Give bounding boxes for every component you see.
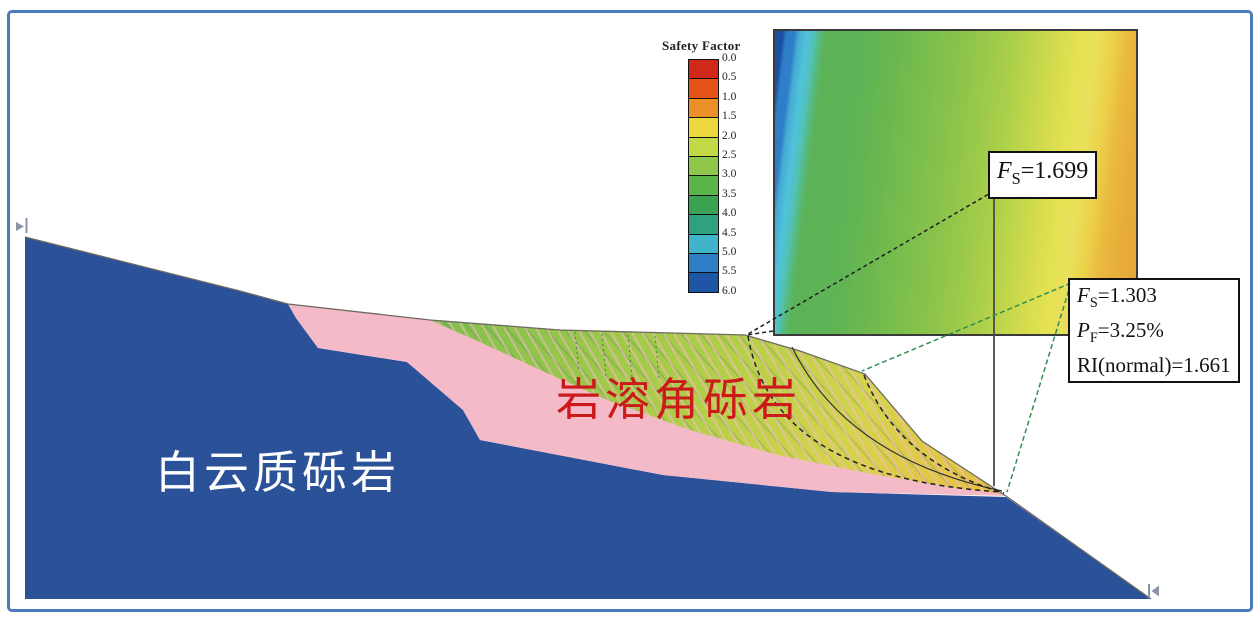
legend-title: Safety Factor (662, 38, 741, 53)
legend-band (689, 195, 718, 216)
leader-inset-corner-dashed (746, 330, 774, 336)
legend-tick-label: 3.0 (722, 168, 737, 181)
fs-symbol: F (997, 158, 1012, 184)
legend-tick-label: 1.5 (722, 110, 737, 123)
legend-band (689, 156, 718, 177)
legend-tick-label: 3.5 (722, 187, 737, 200)
legend-color-bar (688, 59, 719, 293)
legend-tick-label: 0.5 (722, 71, 737, 84)
legend-band (689, 137, 718, 157)
legend-tick-label: 4.0 (722, 207, 737, 220)
legend-band (689, 60, 718, 80)
legend-tick-label: 4.5 (722, 226, 737, 239)
breccia-label: 岩溶角砾岩 (556, 375, 802, 425)
legend-tick-label: 0.0 (722, 52, 737, 64)
fs-line: FS=1.303 (1077, 283, 1157, 312)
legend-tick-label: 1.0 (722, 90, 737, 103)
legend-tick-label: 5.0 (722, 246, 737, 258)
legend-band (689, 273, 718, 293)
legend-tick-label: 5.5 (722, 265, 737, 278)
legend-band (689, 234, 718, 254)
legend-band (689, 118, 718, 138)
pf-line: PF=3.25% (1077, 318, 1164, 347)
legend-band (689, 176, 718, 196)
annotation-box-fs-deterministic: FS=1.699 (988, 151, 1098, 199)
legend-tick-label: 2.0 (722, 129, 737, 142)
legend-band (689, 98, 718, 119)
annotation-box-probabilistic: FS=1.303 PF=3.25% RI(normal)=1.661 (1068, 278, 1240, 384)
legend-band (689, 253, 718, 274)
legend-band (689, 79, 718, 99)
legend-band (689, 215, 718, 235)
extent-marker-right (1148, 584, 1159, 598)
legend-tick-label: 2.5 (722, 149, 737, 161)
extent-marker-left (16, 218, 28, 233)
bedrock-label: 白云质砾岩 (155, 448, 401, 498)
ri-line: RI(normal)=1.661 (1077, 353, 1231, 378)
legend-tick-label: 6.0 (722, 284, 737, 297)
safety-factor-legend: Safety Factor 0.0 0.5 1.0 1.5 2.0 2.5 3.0 3.5 4.… (662, 38, 772, 308)
